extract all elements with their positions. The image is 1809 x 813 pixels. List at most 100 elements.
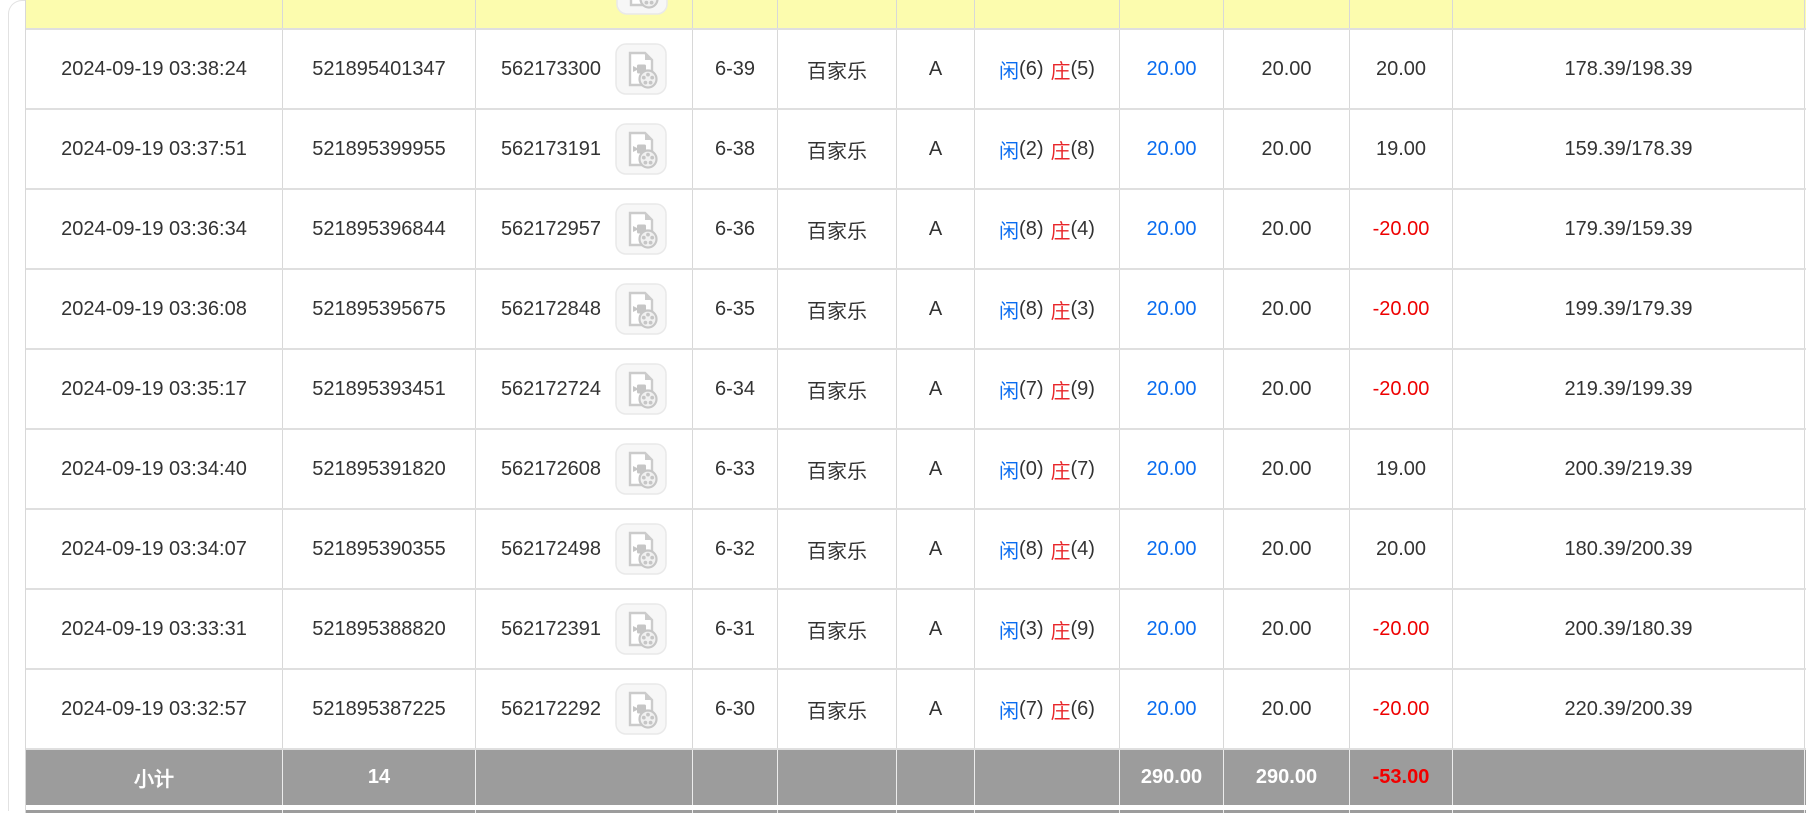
video-replay-button[interactable]	[615, 283, 667, 335]
table-round: 6-34	[693, 350, 778, 428]
video-replay-button[interactable]	[615, 203, 667, 255]
clipped-highlighted-row	[26, 0, 1806, 30]
video-replay-icon	[615, 443, 667, 495]
balance: 178.39/198.39	[1453, 30, 1805, 108]
player-score: (3)	[1019, 617, 1044, 640]
video-replay-button[interactable]	[615, 43, 667, 95]
bet-amount: 20.00	[1224, 190, 1350, 268]
video-replay-button[interactable]	[615, 603, 667, 655]
bet-record-row: 2024-09-19 03:32:57 521895387225 5621722…	[26, 670, 1806, 750]
bet-amount: 20.00	[1224, 670, 1350, 748]
valid-bet: 20.00	[1120, 190, 1224, 268]
balance: 199.39/179.39	[1453, 270, 1805, 348]
player-label: 闲	[999, 620, 1020, 643]
game-number: 562172957	[500, 217, 602, 240]
game-number: 562172292	[500, 697, 602, 720]
valid-bet: 20.00	[1120, 110, 1224, 188]
video-replay-button[interactable]	[615, 683, 667, 735]
table-round: 6-36	[693, 190, 778, 268]
video-replay-button[interactable]	[615, 363, 667, 415]
banker-label: 庄	[1050, 60, 1071, 83]
subtotal-empty-cell	[476, 750, 693, 805]
order-number: 521895390355	[283, 510, 476, 588]
bet-records-table: 2024-09-19 03:38:24 521895401347 5621733…	[25, 0, 1806, 813]
player-score: (8)	[1019, 217, 1044, 240]
banker-score: (7)	[1070, 457, 1095, 480]
bet-amount: 20.00	[1224, 30, 1350, 108]
order-number: 521895393451	[283, 350, 476, 428]
game-number-cell: 562173300	[476, 30, 693, 108]
bet-record-row: 2024-09-19 03:35:17 521895393451 5621727…	[26, 350, 1806, 430]
video-replay-button[interactable]	[615, 123, 667, 175]
banker-label: 庄	[1050, 540, 1071, 563]
banker-score: (9)	[1070, 617, 1095, 640]
bet-time: 2024-09-19 03:33:31	[26, 590, 283, 668]
banker-score: (5)	[1070, 57, 1095, 80]
game-result: 闲 (0) 庄 (7)	[975, 430, 1120, 508]
game-result: 闲 (8) 庄 (4)	[975, 190, 1120, 268]
valid-bet: 20.00	[1120, 510, 1224, 588]
video-replay-icon	[615, 203, 667, 255]
player-label: 闲	[999, 60, 1020, 83]
video-replay-icon	[615, 283, 667, 335]
table-round: 6-33	[693, 430, 778, 508]
subtotal-empty-cell	[1453, 750, 1805, 805]
win-loss: -20.00	[1350, 670, 1453, 748]
order-number: 521895391820	[283, 430, 476, 508]
clipped-cell	[897, 0, 975, 28]
bet-record-row: 2024-09-19 03:36:34 521895396844 5621729…	[26, 190, 1806, 270]
balance: 159.39/178.39	[1453, 110, 1805, 188]
game-result: 闲 (2) 庄 (8)	[975, 110, 1120, 188]
bet-time: 2024-09-19 03:36:08	[26, 270, 283, 348]
bet-amount: 20.00	[1224, 590, 1350, 668]
table-code: A	[897, 670, 975, 748]
game-number: 562173300	[500, 57, 602, 80]
bet-time: 2024-09-19 03:34:40	[26, 430, 283, 508]
valid-bet: 20.00	[1120, 270, 1224, 348]
banker-score: (8)	[1070, 137, 1095, 160]
player-label: 闲	[999, 300, 1020, 323]
player-score: (7)	[1019, 697, 1044, 720]
game-number-cell: 562173191	[476, 110, 693, 188]
banker-label: 庄	[1050, 620, 1071, 643]
order-number: 521895387225	[283, 670, 476, 748]
clipped-cell	[693, 0, 778, 28]
banker-score: (3)	[1070, 297, 1095, 320]
table-code: A	[897, 110, 975, 188]
game-result: 闲 (7) 庄 (6)	[975, 670, 1120, 748]
video-replay-button[interactable]	[615, 523, 667, 575]
game-number-cell: 562172391	[476, 590, 693, 668]
bet-record-row: 2024-09-19 03:34:07 521895390355 5621724…	[26, 510, 1806, 590]
game-type: 百家乐	[778, 350, 897, 428]
video-replay-button[interactable]	[616, 0, 668, 15]
game-result: 闲 (8) 庄 (4)	[975, 510, 1120, 588]
table-body: 2024-09-19 03:38:24 521895401347 5621733…	[26, 30, 1806, 750]
table-code: A	[897, 430, 975, 508]
clipped-cell	[476, 0, 693, 28]
video-replay-button[interactable]	[615, 443, 667, 495]
game-number: 562173191	[500, 137, 602, 160]
table-code: A	[897, 590, 975, 668]
video-replay-icon	[615, 523, 667, 575]
valid-bet: 20.00	[1120, 670, 1224, 748]
player-label: 闲	[999, 220, 1020, 243]
clipped-cell	[1224, 0, 1350, 28]
player-score: (6)	[1019, 57, 1044, 80]
player-label: 闲	[999, 460, 1020, 483]
bet-amount: 20.00	[1224, 270, 1350, 348]
win-loss: -20.00	[1350, 350, 1453, 428]
table-code: A	[897, 270, 975, 348]
game-number: 562172391	[500, 617, 602, 640]
banker-score: (4)	[1070, 217, 1095, 240]
clipped-cell	[26, 0, 283, 28]
video-replay-icon	[616, 0, 668, 15]
valid-bet: 20.00	[1120, 350, 1224, 428]
game-number: 562172608	[500, 457, 602, 480]
player-score: (2)	[1019, 137, 1044, 160]
bet-amount: 20.00	[1224, 350, 1350, 428]
banker-label: 庄	[1050, 220, 1071, 243]
balance: 200.39/219.39	[1453, 430, 1805, 508]
order-number: 521895396844	[283, 190, 476, 268]
table-round: 6-38	[693, 110, 778, 188]
game-type: 百家乐	[778, 190, 897, 268]
